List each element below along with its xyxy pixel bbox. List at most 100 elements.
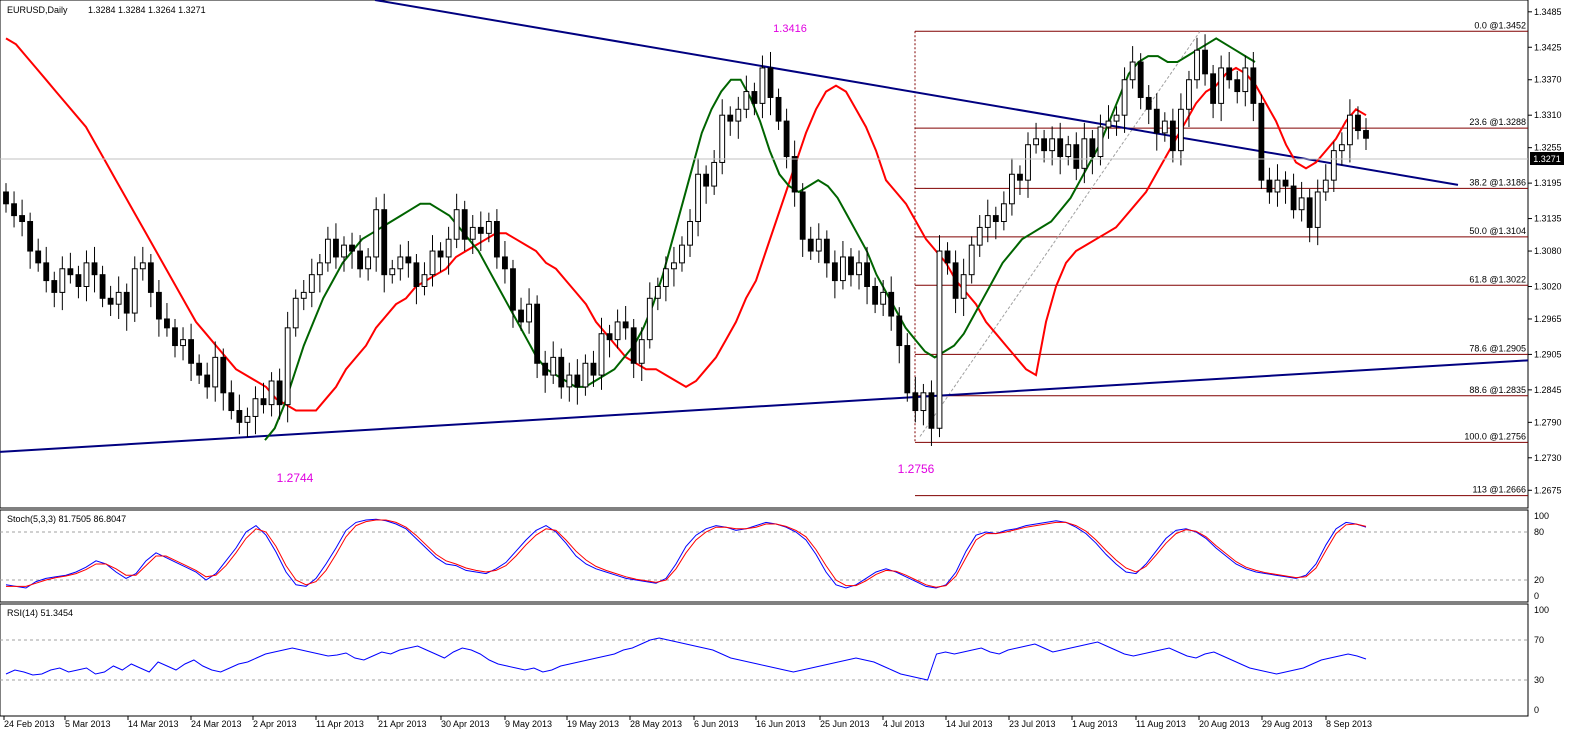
symbol-label: EURUSD,Daily [7,5,68,15]
bearish-candle [493,221,500,258]
bearish-candle [155,291,162,320]
bearish-candle [823,238,830,264]
bullish-candle [662,268,669,287]
bearish-candle [3,191,9,205]
fibonacci-label: 100.0 @1.2756 [1464,431,1526,441]
price-tick-label: 1.2790 [1534,417,1562,427]
time-tick-label: 6 Jun 2013 [694,719,739,729]
ma-slow-line [264,37,1256,441]
rsi-panel[interactable]: 100 70 30 0 RSI(14) 51.3454 [0,603,1549,717]
bullish-candle [1298,197,1305,211]
bearish-candle [558,356,565,388]
bearish-candle [333,238,339,258]
time-tick-label: 8 Sep 2013 [1326,719,1372,729]
bullish-candle [920,392,927,412]
fibonacci-label: 0.0 @1.3452 [1474,20,1526,30]
bearish-candle [791,156,798,193]
bearish-candle [1137,61,1144,98]
bullish-candle [1097,126,1104,158]
bearish-candle [1290,185,1297,211]
fibonacci-label: 38.2 @1.3186 [1469,177,1526,187]
moving-average-layer [5,37,1367,441]
bullish-candle [526,303,532,323]
bullish-candle [292,297,299,329]
bearish-candle [606,333,613,341]
stochastic-panel[interactable]: 100 80 20 0 Stoch(5,3,3) 81.7505 86.8047 [0,509,1549,603]
price-tick-label: 1.2905 [1534,349,1562,359]
bullish-candle [1065,144,1072,158]
bullish-candle [654,285,661,299]
bullish-candle [1330,150,1337,181]
stochastic-title: Stoch(5,3,3) 81.7505 86.8047 [7,514,126,524]
fibonacci-label: 78.6 @1.2905 [1469,343,1526,353]
price-tick-label: 1.3195 [1534,178,1562,188]
bullish-candle [960,274,967,299]
bullish-candle [324,238,331,264]
rsi-panel-frame [0,603,1529,717]
bullish-candle [453,209,460,240]
bearish-candle [276,380,283,406]
bearish-candle [172,327,178,347]
time-tick-label: 25 Jun 2013 [820,719,870,729]
bearish-candle [236,410,243,423]
bullish-candle [1105,120,1112,128]
bearish-candle [751,91,758,104]
bullish-candle [1000,203,1007,223]
bearish-candle [67,268,74,276]
bullish-candle [429,250,436,276]
bearish-candle [574,374,581,388]
bullish-candle [679,244,685,264]
time-tick-label: 11 Apr 2013 [316,719,364,729]
time-tick-label: 23 Jul 2013 [1009,719,1056,729]
bearish-candle [1306,197,1313,228]
bearish-candle [35,250,42,264]
bullish-candle [759,67,766,104]
bearish-candle [164,318,170,329]
bullish-candle [1161,120,1168,134]
stochastic-panel-frame [0,509,1529,603]
bullish-candle [115,291,122,305]
bearish-candle [477,226,484,234]
bearish-candle [1226,67,1233,81]
current-price-tag [1530,152,1564,165]
bullish-candle [936,250,943,429]
bullish-candle [1025,144,1031,181]
bearish-candle [75,274,82,287]
bullish-candle [421,274,428,287]
fibonacci-layer: 0.0 @1.3452 23.6 @1.3288 38.2 @1.3186 50.0 … [914,20,1528,497]
bullish-candle [1186,79,1192,110]
bullish-candle [1346,114,1353,146]
ascending-trendline [0,359,1529,453]
bearish-candle [952,262,959,299]
bearish-candle [1266,179,1273,193]
bullish-candle [582,362,589,388]
time-tick-label: 20 Aug 2013 [1199,719,1250,729]
fibonacci-trend-line [919,31,1201,437]
time-tick-label: 5 Mar 2013 [65,719,111,729]
price-panel[interactable]: 0.0 @1.3452 23.6 @1.3288 38.2 @1.3186 50.0 … [0,0,1564,509]
bullish-candle [856,262,862,276]
bearish-candle [1089,138,1096,158]
bearish-candle [220,356,227,394]
bullish-candle [316,262,323,276]
rsi-tick-label: 0 [1534,705,1539,715]
bearish-candle [992,215,999,223]
time-tick-label: 1 Aug 2013 [1072,719,1118,729]
bullish-candle [212,356,219,388]
bearish-candle [1017,173,1023,181]
rsi-tick-label: 70 [1534,635,1544,645]
bullish-candle [1274,179,1281,193]
bullish-candle [719,114,726,163]
bearish-candle [775,96,782,122]
peak-annotation: 1.3416 [773,23,807,35]
bearish-candle [783,120,790,158]
bearish-candle [904,345,911,394]
fibonacci-label: 113 @1.2666 [1472,485,1526,495]
price-tick-label: 1.3080 [1534,246,1562,256]
bearish-candle [461,209,468,240]
stochastic-tick-label: 0 [1534,591,1539,601]
bullish-candle [180,339,186,347]
bullish-candle [341,244,347,258]
bearish-candle [1282,179,1289,187]
